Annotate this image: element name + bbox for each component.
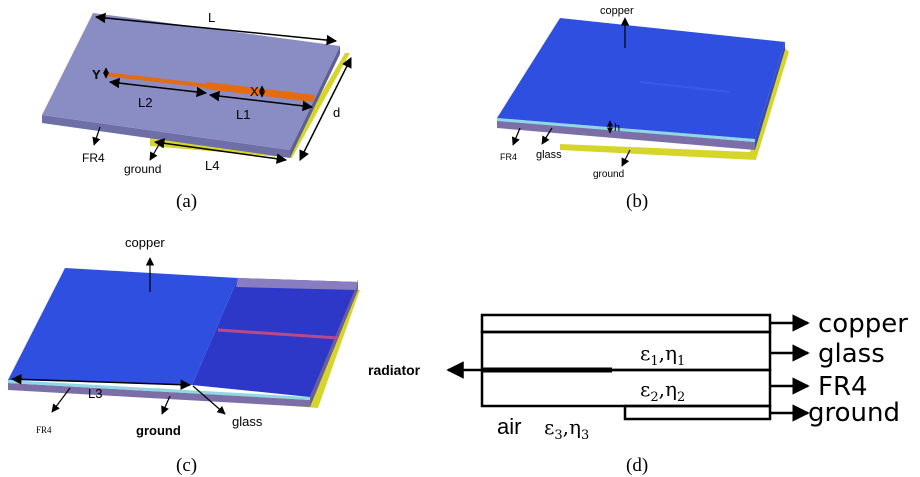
glass-side-b [497,118,755,142]
pointer-fr4-b [511,127,521,146]
panel-d: copper glass FR4 ground radiator ε1,η1 ε… [368,309,908,476]
caption-c: (c) [176,455,197,476]
label-copper-d: copper [818,309,908,339]
layer-copper [480,313,772,334]
pointer-ground-a [149,142,161,161]
caption-b: (b) [626,191,648,212]
right-side-c [310,280,358,407]
dim-label-X: X [250,84,259,99]
label-ground-a: ground [124,162,161,176]
caption-a: (a) [176,191,197,212]
label-glass-b: glass [536,149,562,161]
dim-line-L3 [10,374,192,390]
dim-label-L3: L3 [88,386,102,401]
label-copper-c: copper [125,235,165,250]
dim-line-L2 [108,77,208,98]
label-fr4-b: FR4 [500,152,517,162]
pointer-ground-b [621,149,631,167]
label-eps3-eta3: ε3,η3 [544,415,589,443]
copper-layer-b [497,18,785,139]
dim-label-L: L [208,10,215,25]
dim-label-L2: L2 [138,95,152,110]
dim-line-d [299,57,352,161]
label-radiator: radiator [368,362,421,378]
pointer-fr4-c [51,387,71,413]
label-glass-d: glass [818,339,885,369]
fr4-edge-c [236,278,358,290]
label-ground-d: ground [808,398,900,428]
layer-fr4 [480,368,772,408]
right-side-b [755,42,785,150]
strip-trace-c [217,328,339,340]
fr4-side-b [497,120,755,150]
label-eps2-eta2: ε2,η2 [640,377,685,405]
label-eps1-eta1: ε1,η1 [640,341,685,369]
ground-plane-b [560,48,789,160]
pointer-ground-c [161,395,171,415]
dim-label-Y: Y [92,67,101,82]
dim-label-L1: L1 [236,107,250,122]
fr4-substrate-a [42,13,340,150]
pointer-glass-b [541,127,553,145]
panel-b: copper h FR4 glass ground (b) [497,5,789,212]
label-ground-c: ground [136,423,181,438]
label-fr4-d: FR4 [818,372,868,402]
label-air: air [497,414,521,439]
layer-glass [480,330,772,372]
pointer-glass-c [192,385,226,415]
dim-label-d: d [333,105,340,120]
label-fr4-c: FR4 [36,425,52,435]
caption-d: (d) [626,455,648,476]
dim-label-h: h [614,122,620,134]
layer-ground [623,404,772,421]
dim-label-L4: L4 [205,158,219,173]
label-ground-b: ground [593,169,624,180]
label-fr4-a: FR4 [82,151,105,165]
dim-line-L1 [208,90,314,112]
label-copper-b: copper [600,5,634,17]
dim-line-L4 [153,138,288,164]
copper-layer-c [8,268,238,385]
panel-a: L L2 L1 Y X d L4 FR4 ground (a) [42,10,352,212]
glass-top-c [192,278,358,397]
pointer-fr4-a [92,126,101,146]
label-glass-c: glass [232,414,263,429]
dim-line-L [94,12,338,46]
strip-trace-b [639,81,731,93]
panel-c: copper L3 FR4 ground glass (c) [8,235,360,476]
